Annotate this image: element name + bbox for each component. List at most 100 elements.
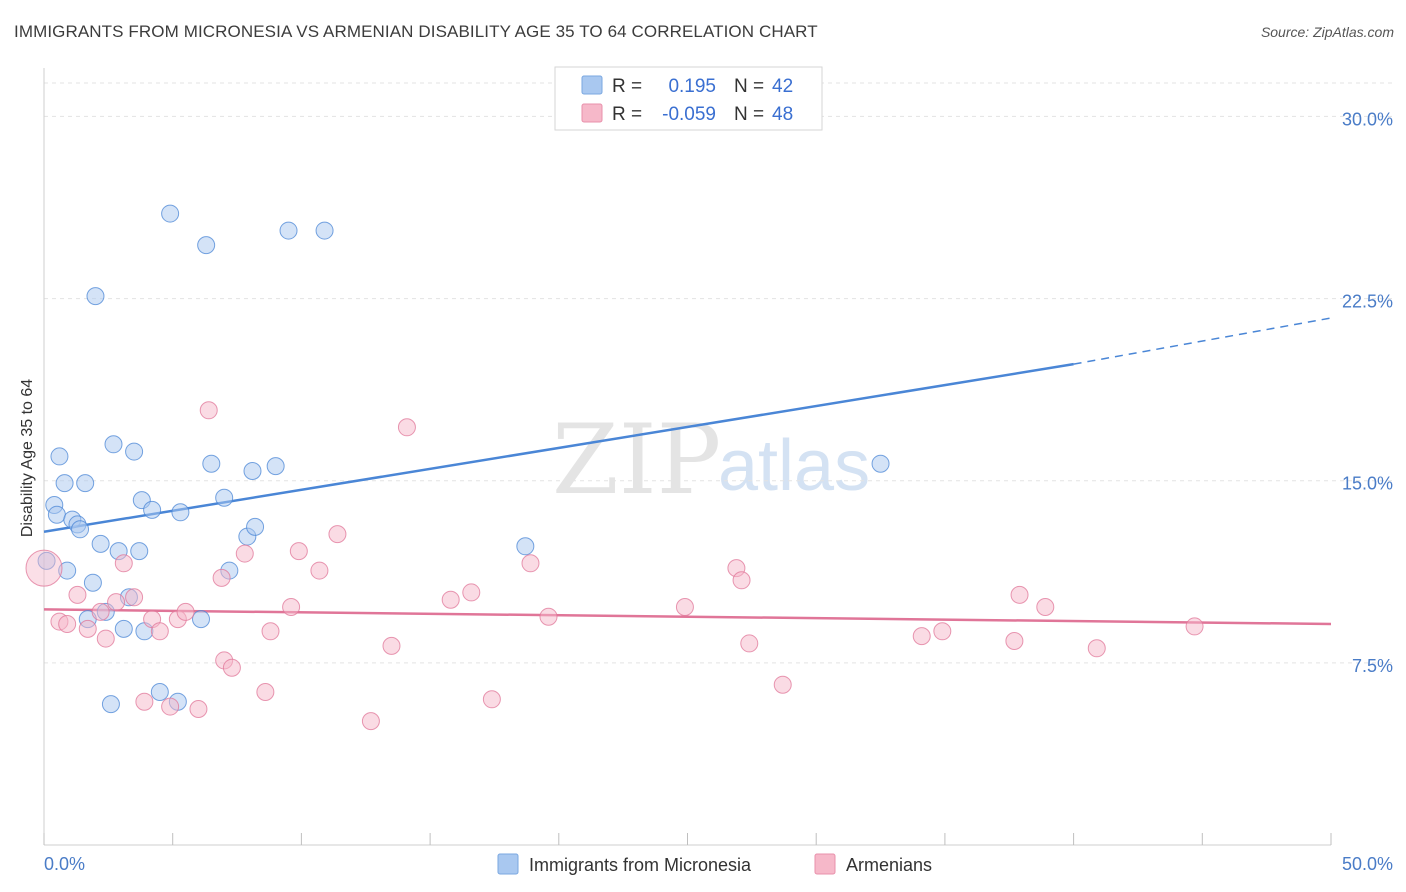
point-armenians <box>114 554 133 573</box>
legend-swatch-armenians <box>581 103 603 123</box>
bottom-legend: Immigrants from Micronesia Armenians <box>497 853 932 875</box>
point-micronesia <box>50 447 69 466</box>
watermark-atlas: atlas <box>718 426 870 506</box>
point-micronesia <box>202 454 221 473</box>
point-armenians <box>361 712 380 731</box>
gridlines <box>44 82 1393 664</box>
point-armenians <box>675 598 694 616</box>
point-armenians <box>150 622 169 641</box>
point-micronesia <box>104 435 123 454</box>
x-tick-label-min: 0.0% <box>44 854 85 874</box>
point-armenians <box>933 622 952 641</box>
point-armenians <box>482 690 501 709</box>
point-armenians <box>310 561 329 580</box>
chart-title: IMMIGRANTS FROM MICRONESIA VS ARMENIAN D… <box>14 22 818 41</box>
y-tick-label: 7.5% <box>1352 656 1393 676</box>
point-micronesia <box>246 517 265 536</box>
point-micronesia <box>130 542 149 561</box>
point-armenians <box>521 554 540 573</box>
point-armenians <box>256 683 275 701</box>
point-armenians <box>1010 585 1029 604</box>
legend-n-value-2: 48 <box>772 104 793 125</box>
point-armenians <box>161 697 180 716</box>
point-micronesia <box>125 442 144 461</box>
point-armenians <box>199 401 218 420</box>
point-armenians <box>135 692 154 711</box>
point-micronesia <box>150 683 169 701</box>
watermark: ZIP atlas <box>552 404 870 516</box>
point-armenians <box>125 588 144 607</box>
point-armenians <box>1036 598 1055 616</box>
point-micronesia <box>197 236 216 255</box>
legend-swatch-micronesia <box>581 75 603 95</box>
trend-line-micronesia <box>43 362 1074 533</box>
y-tick-label: 15.0% <box>1342 474 1393 494</box>
point-micronesia <box>71 520 90 539</box>
point-armenians <box>732 571 751 590</box>
data-points <box>25 204 1204 731</box>
point-armenians <box>328 525 347 544</box>
point-micronesia <box>171 503 190 522</box>
point-micronesia <box>516 537 535 556</box>
point-armenians <box>539 607 558 626</box>
point-armenians <box>773 675 792 694</box>
legend-r-label-2: R = <box>612 104 642 125</box>
point-micronesia <box>83 573 102 592</box>
point-micronesia <box>58 561 77 580</box>
bottom-legend-swatch-micronesia <box>497 853 519 875</box>
point-micronesia <box>101 695 120 714</box>
point-micronesia <box>37 551 56 570</box>
point-micronesia <box>279 221 298 240</box>
y-tick-label: 22.5% <box>1342 292 1393 312</box>
point-armenians <box>1087 639 1106 658</box>
point-micronesia <box>86 287 105 306</box>
point-armenians <box>235 544 254 563</box>
point-micronesia <box>315 221 334 240</box>
point-armenians <box>78 619 97 638</box>
point-armenians <box>176 602 195 621</box>
point-armenians <box>261 622 280 641</box>
x-tick-label-max: 50.0% <box>1342 854 1393 874</box>
point-armenians <box>912 627 931 646</box>
source-label: Source: ZipAtlas.com <box>1260 24 1394 40</box>
point-micronesia <box>215 488 234 507</box>
legend-n-value-1: 42 <box>772 76 793 97</box>
point-armenians <box>91 602 110 621</box>
point-micronesia <box>161 204 180 223</box>
point-micronesia <box>76 474 95 493</box>
point-micronesia <box>114 619 133 638</box>
point-micronesia <box>91 534 110 553</box>
y-axis-label: Disability Age 35 to 64 <box>19 379 36 537</box>
legend-r-value-1: 0.195 <box>668 76 716 97</box>
point-armenians <box>397 418 416 437</box>
point-armenians <box>212 568 231 587</box>
point-armenians <box>107 593 126 612</box>
point-armenians <box>1185 617 1204 636</box>
y-tick-label: 30.0% <box>1342 109 1393 129</box>
point-armenians <box>222 658 241 677</box>
legend-r-label-1: R = <box>612 76 642 97</box>
legend: R = 0.195 N = 42 R = -0.059 N = 48 <box>554 66 823 131</box>
y-tick-labels: 7.5% 15.0% 22.5% 30.0% <box>1342 109 1393 675</box>
legend-n-label-1: N = <box>734 76 764 97</box>
point-micronesia <box>871 454 890 473</box>
point-micronesia <box>243 462 262 480</box>
trend-line-micronesia-extension <box>1073 317 1332 365</box>
legend-r-value-2: -0.059 <box>662 104 716 125</box>
bottom-legend-label-micronesia: Immigrants from Micronesia <box>529 855 752 875</box>
point-armenians <box>441 590 460 609</box>
point-armenians <box>740 634 759 653</box>
point-micronesia <box>55 474 74 493</box>
point-micronesia <box>266 457 285 476</box>
point-armenians <box>189 700 208 718</box>
point-armenians <box>58 615 77 633</box>
bottom-legend-swatch-armenians <box>814 853 836 875</box>
point-micronesia <box>143 500 162 519</box>
point-armenians <box>289 542 308 561</box>
point-armenians <box>382 636 401 655</box>
point-armenians <box>1005 632 1024 650</box>
x-ticks <box>43 833 1332 845</box>
trend-line-armenians <box>43 608 1332 626</box>
point-micronesia <box>192 610 211 629</box>
